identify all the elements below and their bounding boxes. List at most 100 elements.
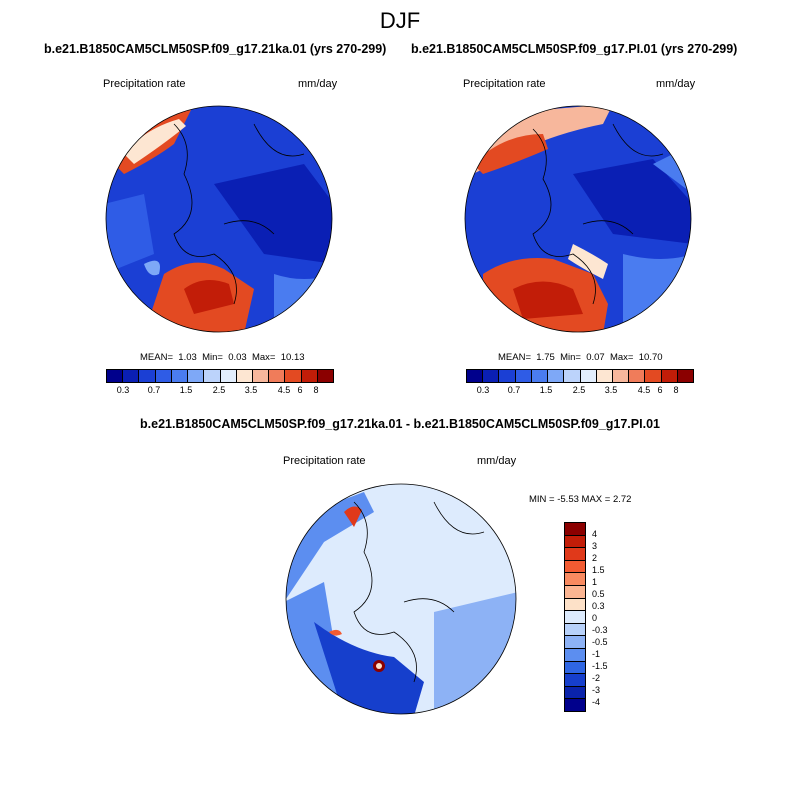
colorbar-swatch xyxy=(565,648,585,662)
colorbar-swatch xyxy=(565,661,585,675)
colorbar-swatch xyxy=(661,370,678,382)
left-field-label: Precipitation rate xyxy=(103,78,186,90)
colorbar-swatch xyxy=(236,370,253,382)
left-east-band xyxy=(274,274,332,332)
diff-cbar-label: 3 xyxy=(592,541,598,551)
left-colorbar-labels: 0.3 0.7 1.5 2.5 3.5 4.5 6 8 xyxy=(106,385,332,397)
left-cbar-label: 0.7 xyxy=(147,385,161,395)
left-stats: MEAN= 1.03 Min= 0.03 Max= 10.13 xyxy=(140,352,305,363)
diff-cbar-label: 0.3 xyxy=(592,601,605,611)
colorbar-swatch xyxy=(171,370,189,382)
diff-cbar-label: 4 xyxy=(592,529,598,539)
colorbar-swatch xyxy=(317,370,334,382)
diff-units: mm/day xyxy=(477,455,517,467)
colorbar-swatch xyxy=(139,370,156,382)
diff-colorbar xyxy=(564,522,586,712)
right-cbar-label: 8 xyxy=(673,385,679,395)
diff-pacific-wetting xyxy=(344,506,362,527)
diff-colorbar-labels: 4 3 2 1.5 1 0.5 0.3 0 -0.3 -0.5 -1 -1.5 … xyxy=(592,522,622,710)
right-cbar-label: 1.5 xyxy=(539,385,553,395)
right-field-label: Precipitation rate xyxy=(463,78,546,90)
colorbar-swatch xyxy=(285,370,302,382)
left-cbar-label: 0.3 xyxy=(116,385,130,395)
left-coastlines xyxy=(173,123,305,305)
diff-cbar-label: -1 xyxy=(592,649,601,659)
right-colorbar xyxy=(466,369,694,383)
colorbar-swatch xyxy=(565,674,585,687)
right-atlantic-core xyxy=(513,281,583,319)
colorbar-swatch xyxy=(269,370,286,382)
diff-cbar-label: -0.3 xyxy=(592,625,608,635)
diff-east-drying xyxy=(434,592,516,714)
diff-cbar-label: 1.5 xyxy=(592,565,605,575)
right-cbar-label: 0.3 xyxy=(476,385,490,395)
colorbar-swatch xyxy=(564,370,581,382)
colorbar-swatch xyxy=(123,370,140,382)
diff-map-border xyxy=(285,483,517,715)
left-case-title: b.e21.B1850CAM5CLM50SP.f09_g17.21ka.01 (… xyxy=(44,42,387,56)
colorbar-swatch xyxy=(565,686,585,700)
colorbar-swatch xyxy=(107,370,124,382)
left-cbar-label: 3.5 xyxy=(244,385,258,395)
diff-cbar-label: -1.5 xyxy=(592,661,608,671)
diff-cbar-label: 0.5 xyxy=(592,589,605,599)
left-west-band xyxy=(106,194,154,274)
right-pacific-high-precip xyxy=(473,134,548,174)
right-map-border xyxy=(464,105,692,333)
figure-title: DJF xyxy=(379,8,421,33)
colorbar-swatch xyxy=(483,370,500,382)
left-cbar-label: 2.5 xyxy=(212,385,226,395)
left-cbar-label: 8 xyxy=(313,385,319,395)
colorbar-swatch xyxy=(565,560,585,574)
colorbar-swatch xyxy=(155,370,172,382)
diff-atlantic-wetting-core xyxy=(376,663,382,669)
colorbar-swatch xyxy=(515,370,532,382)
colorbar-swatch xyxy=(612,370,630,382)
right-polar-map xyxy=(464,105,692,333)
diff-cbar-label: 0 xyxy=(592,613,598,623)
left-cbar-label: 1.5 xyxy=(179,385,193,395)
colorbar-swatch xyxy=(548,370,565,382)
left-cbar-label: 4.5 xyxy=(277,385,291,395)
left-polar-map xyxy=(105,105,333,333)
colorbar-swatch xyxy=(565,523,585,536)
diff-field-label: Precipitation rate xyxy=(283,455,366,467)
diff-cbar-label: 1 xyxy=(592,577,598,587)
colorbar-swatch xyxy=(629,370,646,382)
colorbar-swatch xyxy=(596,370,613,382)
diff-case-title: b.e21.B1850CAM5CLM50SP.f09_g17.21ka.01 -… xyxy=(140,417,660,431)
colorbar-swatch xyxy=(565,611,585,624)
right-cbar-label: 4.5 xyxy=(637,385,651,395)
colorbar-swatch xyxy=(565,535,585,549)
diff-cbar-label: 2 xyxy=(592,553,598,563)
right-stats: MEAN= 1.75 Min= 0.07 Max= 10.70 xyxy=(498,352,663,363)
diff-cbar-label: -2 xyxy=(592,673,601,683)
left-map-border xyxy=(105,105,333,333)
left-colorbar xyxy=(106,369,334,383)
colorbar-swatch xyxy=(565,623,585,637)
left-cbar-label: 6 xyxy=(297,385,303,395)
colorbar-swatch xyxy=(220,370,237,382)
colorbar-swatch xyxy=(565,573,585,586)
diff-atlantic-strong-drying xyxy=(314,622,424,714)
colorbar-swatch xyxy=(499,370,516,382)
colorbar-swatch xyxy=(645,370,662,382)
colorbar-swatch xyxy=(565,585,585,599)
right-arctic-dry xyxy=(573,159,691,244)
diff-coastlines xyxy=(353,501,485,683)
diff-small-wetting xyxy=(329,629,342,636)
right-coastlines xyxy=(532,123,664,305)
colorbar-swatch xyxy=(565,548,585,561)
right-units: mm/day xyxy=(656,78,696,90)
diff-polar-map xyxy=(285,483,517,715)
colorbar-swatch xyxy=(204,370,221,382)
left-units: mm/day xyxy=(298,78,338,90)
colorbar-swatch xyxy=(467,370,484,382)
colorbar-swatch xyxy=(565,636,585,649)
left-pacific-edge xyxy=(124,119,186,164)
left-arctic-dry xyxy=(214,164,332,264)
right-cbar-label: 2.5 xyxy=(572,385,586,395)
colorbar-swatch xyxy=(565,699,585,711)
right-east-band xyxy=(623,254,691,332)
right-case-title: b.e21.B1850CAM5CLM50SP.f09_g17.PI.01 (yr… xyxy=(411,42,738,56)
